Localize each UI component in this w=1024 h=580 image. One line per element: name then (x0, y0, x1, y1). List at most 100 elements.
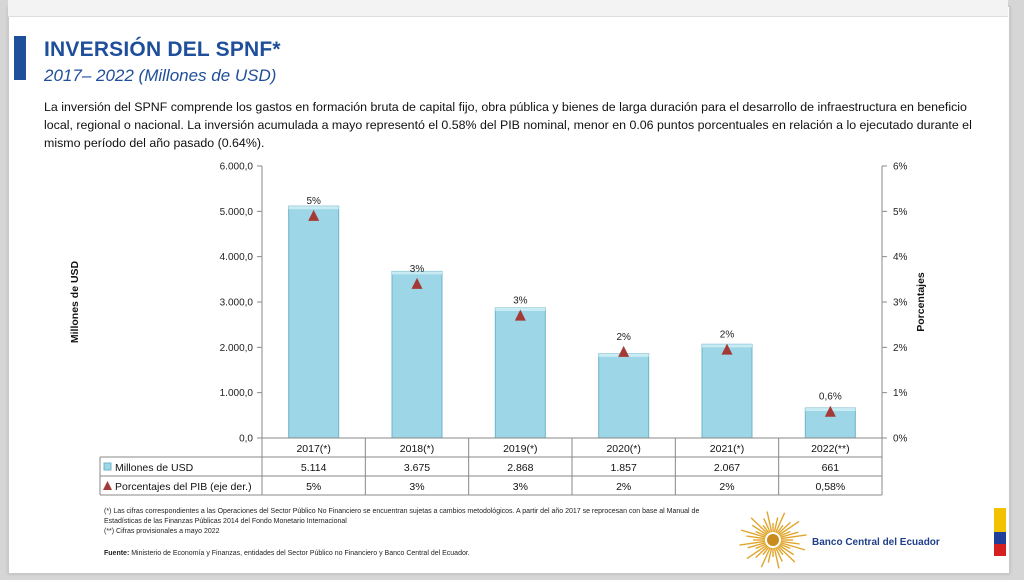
bar (391, 270, 443, 439)
sun-ray (779, 543, 791, 550)
sun-ray (750, 517, 769, 535)
sun-ray (755, 530, 767, 537)
source-label: Fuente: (104, 550, 130, 557)
pib-data-label: 2% (720, 330, 735, 341)
y-tick-label: 1.000,0 (220, 388, 254, 399)
y2-tick-label: 2% (893, 343, 908, 354)
sun-ray (780, 531, 799, 538)
x-tick-label: 2017(*) (296, 443, 330, 455)
sun-ray (755, 545, 769, 559)
pib-marker (618, 345, 630, 357)
table-value-usd: 5.114 (301, 462, 327, 474)
page-title: INVERSIÓN DEL SPNF* (44, 38, 281, 61)
flag-red (994, 544, 1006, 556)
x-tick-label: 2022(**) (811, 443, 850, 455)
y-tick-label: 4.000,0 (220, 252, 254, 263)
bar (701, 343, 753, 439)
bank-sun-logo-icon (739, 511, 807, 569)
sun-ray (740, 529, 766, 538)
y2-axis-title: Porcentajes (915, 272, 927, 332)
pib-marker (308, 209, 320, 221)
pib-marker (824, 405, 836, 417)
table-value-pib: 2% (616, 481, 631, 493)
bank-name: Banco Central del Ecuador (812, 537, 940, 548)
slide (8, 6, 1010, 574)
description-paragraph: La inversión del SPNF comprende los gast… (44, 100, 972, 150)
bar-highlight (392, 271, 442, 275)
bar (598, 353, 650, 439)
table-value-pib: 3% (409, 481, 424, 493)
pib-data-label: 2% (616, 332, 631, 343)
x-tick-label: 2019(*) (503, 443, 537, 455)
top-strip (8, 0, 1008, 17)
sun-ray (747, 542, 766, 549)
pib-data-label: 5% (306, 196, 321, 207)
footnote-1: (*) Las cifras correspondientes a las Op… (104, 508, 700, 525)
sun-ray (762, 546, 770, 556)
y-tick-label: 6.000,0 (220, 162, 254, 173)
y2-tick-label: 3% (893, 298, 908, 309)
sun-ray (775, 512, 786, 533)
sun-ray (773, 547, 780, 569)
bar-highlight (495, 307, 546, 311)
sun-ray (778, 520, 800, 536)
sun-ray (746, 544, 768, 560)
table-value-pib: 0,58% (815, 481, 845, 493)
y2-tick-label: 0% (893, 434, 908, 445)
flag-blue (994, 532, 1006, 544)
table-value-usd: 3.675 (404, 462, 430, 474)
y-tick-label: 3.000,0 (220, 298, 254, 309)
legend-key-bar (103, 462, 112, 471)
sun-ray (746, 535, 766, 540)
y-tick-label: 0,0 (239, 434, 253, 445)
pib-marker (514, 309, 526, 321)
sun-ray (760, 547, 771, 568)
bar-highlight (288, 206, 339, 210)
bar (494, 307, 546, 439)
y2-tick-label: 6% (893, 162, 908, 173)
title-accent-bar (14, 36, 26, 80)
table-value-pib: 3% (513, 481, 528, 493)
sun-ray (777, 545, 796, 563)
source-text: Ministerio de Economía y Finanzas, entid… (129, 550, 470, 557)
sun-ray (776, 524, 784, 534)
table-value-usd: 2.868 (507, 462, 533, 474)
bar (288, 205, 340, 439)
y2-tick-label: 5% (893, 207, 908, 218)
x-tick-label: 2021(*) (710, 443, 744, 455)
table-value-pib: 2% (719, 481, 734, 493)
sun-ray (763, 518, 771, 533)
table-value-pib: 5% (306, 481, 321, 493)
page-subtitle: 2017– 2022 (Millones de USD) (44, 66, 277, 85)
pib-marker (721, 343, 733, 355)
x-tick-label: 2020(*) (606, 443, 640, 455)
sun-ray (780, 542, 806, 551)
table-value-usd: 661 (822, 462, 840, 474)
sun-ray (779, 530, 791, 537)
table-value-usd: 2.067 (714, 462, 740, 474)
sun-ray (766, 511, 773, 533)
footnote-2: (**) Cifras provisionales a mayo 2022 (104, 528, 220, 535)
sun-ray (776, 546, 784, 556)
sun-ray (767, 547, 773, 563)
pib-marker (411, 277, 423, 289)
sun-ray (751, 524, 768, 536)
y2-tick-label: 4% (893, 252, 908, 263)
y2-tick-label: 1% (893, 388, 908, 399)
pib-data-label: 0,6% (819, 392, 842, 403)
ecuador-flag-stripe (994, 508, 1006, 556)
sun-ray (778, 544, 795, 556)
sun-ray (775, 547, 783, 562)
table-value-usd: 1.857 (611, 462, 637, 474)
sun-ray (780, 540, 800, 545)
sun-ray (777, 521, 791, 535)
sun-ray (780, 534, 807, 540)
pib-data-label: 3% (513, 296, 528, 307)
flag-yellow (994, 508, 1006, 532)
sun-ray (762, 524, 770, 534)
legend-label-pib: Porcentajes del PIB (eje der.) (115, 481, 252, 493)
sun-ray (773, 517, 779, 533)
pib-data-label: 3% (410, 264, 425, 275)
footnotes: (*) Las cifras correspondientes a las Op… (104, 507, 724, 537)
